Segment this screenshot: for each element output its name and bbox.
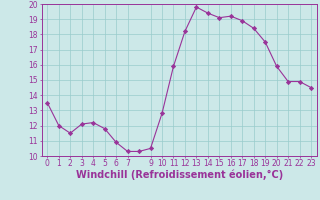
X-axis label: Windchill (Refroidissement éolien,°C): Windchill (Refroidissement éolien,°C) bbox=[76, 170, 283, 180]
